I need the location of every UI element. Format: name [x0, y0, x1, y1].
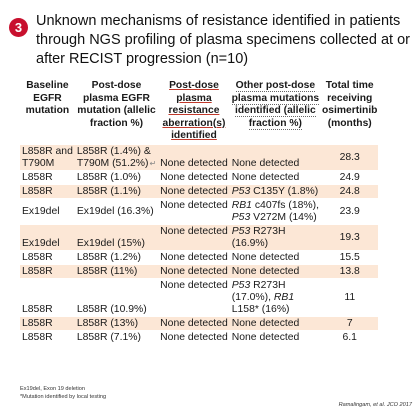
table-row: L858R L858R (11%) None detected None det…	[20, 264, 379, 279]
cell-postdose: Ex19del (15%)	[74, 224, 159, 251]
cell-months: 19.3	[320, 224, 379, 251]
table-row: L858R L858R (13%) None detected None det…	[20, 316, 379, 331]
cell-months: 24.9	[320, 170, 379, 185]
cell-resistance: None detected	[158, 198, 230, 225]
cell-other: None detected	[229, 264, 321, 279]
cell-postdose: L858R (1.0%)	[74, 170, 159, 185]
cell-baseline: L858R	[20, 278, 75, 317]
cell-resistance: None detected	[158, 224, 230, 251]
cell-postdose: L858R (1.2%)	[74, 250, 159, 265]
cell-baseline: Ex19del	[20, 224, 75, 251]
cell-months: 15.5	[320, 250, 379, 265]
cell-postdose: L858R (1.1%)	[74, 184, 159, 199]
table-row: L858R L858R (7.1%) None detected None de…	[20, 330, 379, 345]
cell-postdose: L858R (13%)	[74, 316, 159, 331]
cell-resistance: None detected	[158, 316, 230, 331]
header-resistance: Post-dose plasma resistance aberration(s…	[162, 80, 226, 141]
section-number-badge: 3	[9, 18, 28, 37]
cell-baseline: L858R and T790M	[20, 144, 75, 171]
table-row: Ex19del Ex19del (15%) None detected P53 …	[20, 224, 379, 251]
cell-resistance: None detected	[158, 278, 230, 317]
cell-baseline: L858R	[20, 316, 75, 331]
cell-months: 28.3	[320, 144, 379, 171]
header-postdose: Post-dose plasma EGFR mutation (allelic …	[77, 80, 156, 129]
table-header-row: Baseline EGFR mutation Post-dose plasma …	[20, 80, 378, 145]
table-row: L858R L858R (1.0%) None detected None de…	[20, 170, 379, 185]
cell-months: 13.8	[320, 264, 379, 279]
cell-other: None detected	[229, 144, 321, 171]
table-row: L858R L858R (1.1%) None detected P53 C13…	[20, 184, 379, 199]
cell-postdose: L858R (10.9%)	[74, 278, 159, 317]
cell-other: None detected	[229, 170, 321, 185]
cell-resistance: None detected	[158, 250, 230, 265]
cell-resistance: None detected	[158, 144, 230, 171]
cell-baseline: L858R	[20, 184, 75, 199]
header-months: Total time receiving osimertinib (months…	[321, 80, 378, 129]
cell-other: P53 R273H (16.9%)	[229, 224, 321, 251]
cell-baseline: L858R	[20, 330, 75, 345]
citation: Ramalingam, et al. JCO 2017	[338, 402, 412, 408]
cell-resistance: None detected	[158, 184, 230, 199]
cell-months: 11	[320, 278, 379, 317]
cell-postdose: Ex19del (16.3%)	[74, 198, 159, 225]
table-row: Ex19del Ex19del (16.3%) None detected RB…	[20, 198, 379, 225]
cell-baseline: L858R	[20, 170, 75, 185]
cell-postdose: L858R (7.1%)	[74, 330, 159, 345]
cell-postdose: L858R (11%)	[74, 264, 159, 279]
table-row: L858R and T790M L858R (1.4%) & T790M (51.2…	[20, 144, 379, 171]
cell-postdose: L858R (1.4%) & T790M (51.2%)↵	[74, 144, 159, 171]
cell-other: P53 C135Y (1.8%)	[229, 184, 321, 199]
cell-other: None detected	[229, 330, 321, 345]
cell-other: None detected	[229, 250, 321, 265]
header-other: Other post-dose plasma mutations identif…	[231, 80, 320, 130]
cell-baseline: L858R	[20, 264, 75, 279]
footnotes: Ex19del, Exon 19 deletion *Mutation iden…	[20, 385, 106, 401]
cell-other: P53 R273H (17.0%), RB1 L158* (16%)	[229, 278, 321, 317]
cell-baseline: Ex19del	[20, 198, 75, 225]
cell-months: 6.1	[320, 330, 379, 345]
cell-baseline: L858R	[20, 250, 75, 265]
cell-months: 7	[320, 316, 379, 331]
slide-title: Unknown mechanisms of resistance identif…	[36, 13, 410, 67]
table-row: L858R L858R (10.9%) None detected P53 R2…	[20, 278, 379, 317]
cell-resistance: None detected	[158, 330, 230, 345]
cell-months: 24.8	[320, 184, 379, 199]
cell-other: RB1 c407fs (18%), P53 V272M (14%)	[229, 198, 321, 225]
cell-resistance: None detected	[158, 170, 230, 185]
cell-other: None detected	[229, 316, 321, 331]
cell-resistance: None detected	[158, 264, 230, 279]
table-row: L858R L858R (1.2%) None detected None de…	[20, 250, 379, 265]
cell-months: 23.9	[320, 198, 379, 225]
header-baseline: Baseline EGFR mutation	[25, 80, 70, 116]
footnote-abbreviation: Ex19del, Exon 19 deletion	[20, 386, 85, 392]
results-table: Baseline EGFR mutation Post-dose plasma …	[20, 80, 379, 345]
footnote-asterisk: *Mutation identified by local testing	[20, 394, 107, 400]
